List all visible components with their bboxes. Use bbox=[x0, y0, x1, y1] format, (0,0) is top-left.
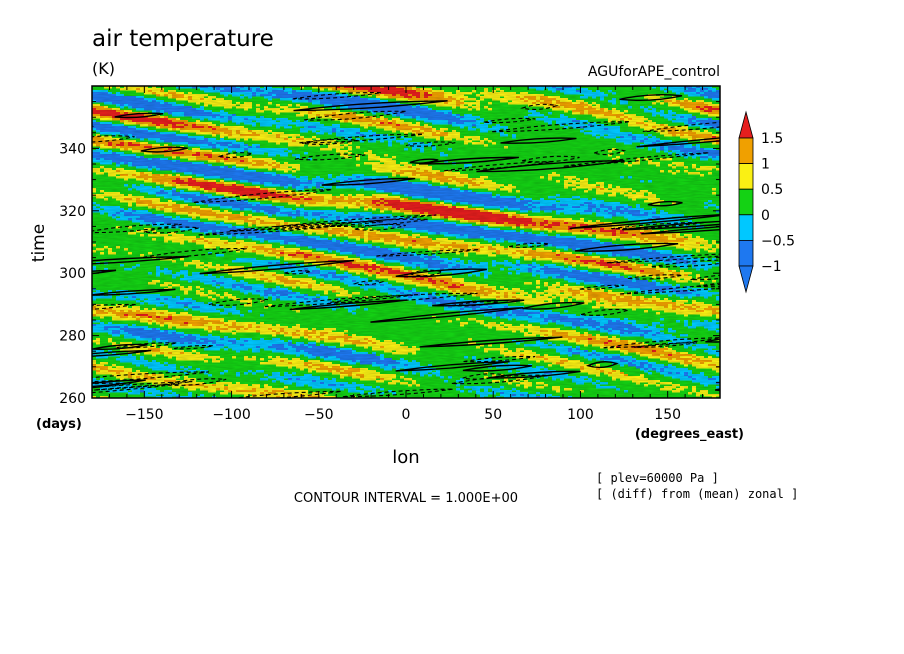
negative-contour bbox=[492, 121, 631, 133]
chart-units: (K) bbox=[92, 59, 115, 78]
anomaly-field bbox=[92, 86, 720, 398]
field-texture bbox=[92, 86, 720, 398]
chart-title: air temperature bbox=[92, 26, 274, 52]
positive-contour bbox=[586, 361, 619, 369]
positive-contour bbox=[92, 343, 148, 351]
plot-area bbox=[91, 85, 721, 399]
negative-contour bbox=[606, 253, 720, 264]
experiment-label: AGUforAPE_control bbox=[588, 64, 720, 80]
contour-lines bbox=[92, 92, 720, 398]
positive-contour bbox=[141, 146, 188, 153]
